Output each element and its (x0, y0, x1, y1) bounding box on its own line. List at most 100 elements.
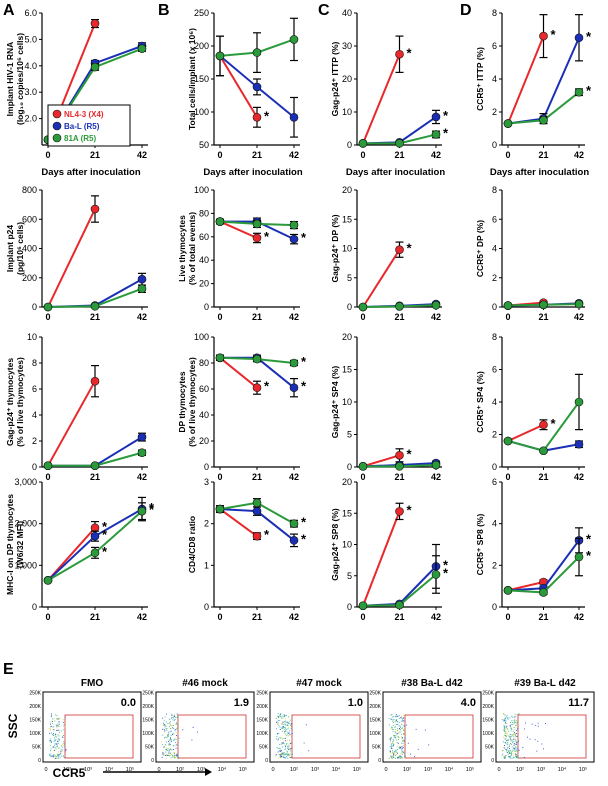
cell-event (277, 751, 279, 753)
cell-event (56, 745, 58, 747)
cell-event (286, 752, 288, 754)
y-tick-label: 0 (151, 758, 154, 764)
cell-event (285, 727, 287, 729)
cell-event (391, 745, 393, 747)
cell-event (64, 745, 66, 747)
chart-c1: 0 10 20 30 40 0 21 42 Days after inoculation Gag-… (330, 8, 449, 178)
cell-event (393, 752, 395, 754)
cell-event (515, 746, 517, 748)
y-tick-label: 200 (194, 41, 209, 51)
cell-event (173, 733, 175, 735)
cell-event (50, 740, 52, 742)
cell-event (280, 716, 282, 718)
y-tick-label: 20 (199, 279, 209, 289)
cell-event (52, 718, 54, 720)
cell-event (174, 754, 176, 756)
cell-event (165, 713, 167, 715)
cell-event (517, 721, 518, 723)
series-nl4-3 (503, 14, 548, 128)
cell-event (424, 729, 426, 731)
cell-event (514, 714, 516, 716)
cell-event (401, 757, 403, 759)
cell-event (391, 746, 393, 747)
significance-star: * (149, 500, 155, 515)
plot-frame (269, 691, 369, 763)
chart-a3: 0 2 4 6 8 10 0 21 42 Gag-p24⁺ thymocytes (% of liv… (5, 332, 148, 482)
cell-event (54, 720, 56, 722)
cell-event (517, 757, 519, 759)
y-tick-label: 100K (142, 731, 154, 737)
significance-star: * (586, 29, 592, 44)
cell-event (505, 728, 506, 730)
cell-event (279, 749, 281, 751)
cell-event (516, 755, 518, 757)
cell-event (285, 722, 287, 724)
cell-event (289, 734, 291, 736)
data-point (289, 519, 299, 528)
cell-event (290, 723, 292, 725)
cell-event (169, 737, 171, 739)
y-tick-label: 4 (492, 397, 497, 407)
y-axis-label: MHC-I on DP thymocytes (5, 494, 15, 595)
cell-event (401, 749, 402, 751)
data-point (395, 139, 404, 148)
y-tick-label: 4 (492, 519, 497, 529)
chart-b1: 50 100 150 200 250 0 21 42 Days after inoculatio… (187, 8, 303, 178)
series-81a (503, 373, 584, 456)
cell-event (399, 755, 401, 757)
flow-plot-4: #39 Ba-L d42 11.7 0 50K 100K 150K 200K 250K 0 10²… (482, 678, 595, 773)
cell-event (168, 726, 170, 728)
cell-event (287, 753, 289, 755)
cell-event (281, 727, 282, 729)
data-point (431, 300, 441, 310)
y-tick-label: 0 (204, 302, 209, 312)
cell-event (397, 736, 399, 738)
significance-star: * (407, 241, 413, 256)
cell-event (393, 735, 395, 736)
cell-event (401, 738, 403, 739)
cell-event (64, 743, 66, 745)
x-tick-label: 10² (176, 767, 184, 773)
x-tick-label: 21 (252, 312, 262, 322)
cell-event (514, 719, 516, 721)
cell-event (286, 742, 288, 744)
y-tick-label: 20 (342, 332, 352, 342)
data-point (574, 439, 584, 449)
cell-event (396, 757, 398, 759)
cell-event (60, 745, 62, 747)
series-ba-l (358, 543, 441, 611)
y-tick-label: 150K (482, 718, 494, 724)
legend: NL4-3 (X4) Ba-L (R5) 81A (R5) (47, 104, 131, 147)
cell-event (176, 716, 178, 718)
y-tick-label: 0 (492, 302, 497, 312)
significance-star: * (586, 83, 592, 98)
cell-event (59, 731, 61, 733)
cell-event (503, 720, 505, 722)
plot-frame (382, 691, 482, 763)
y-tick-label: 100K (369, 731, 381, 737)
cell-event (503, 713, 505, 715)
cell-event (400, 717, 402, 719)
cell-event (515, 720, 517, 722)
cell-event (52, 734, 54, 736)
cell-event (508, 752, 510, 754)
series-81a (503, 299, 584, 310)
cell-event (48, 754, 50, 756)
cell-event (166, 729, 168, 731)
cell-event (504, 734, 506, 736)
cell-event (404, 725, 405, 727)
y-tick-label: 2 (492, 430, 497, 440)
significance-star: * (301, 230, 307, 245)
cell-event (279, 756, 281, 758)
y-tick-label: 150K (369, 718, 381, 724)
cell-event (393, 756, 395, 758)
cell-event (57, 729, 59, 731)
flow-plot-2: #47 mock 1.0 0 50K 100K 150K 200K 250K 0 10² 10³ 10… (256, 678, 369, 773)
y-tick-label: 10 (342, 244, 352, 254)
cell-event (506, 733, 508, 734)
y-tick-label: 100K (256, 731, 268, 737)
cell-event (504, 718, 506, 720)
cell-event (515, 741, 517, 742)
y-tick-label: 8 (492, 8, 497, 18)
x-tick-label: 0 (217, 150, 222, 160)
